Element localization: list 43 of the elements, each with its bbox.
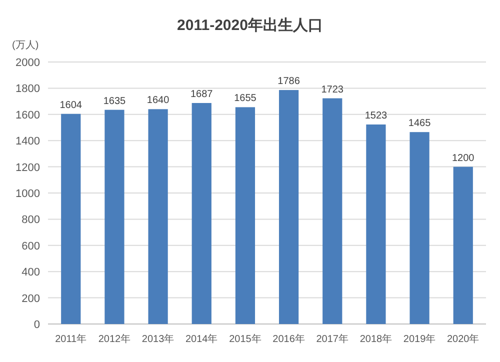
x-tick-label: 2015年 [229,333,262,345]
data-label: 1523 [364,110,388,122]
y-tick-label: 1200 [16,162,40,174]
y-axis-title: (万人) [12,40,39,51]
y-tick-label: 400 [22,266,40,279]
x-tick-label: 2013年 [142,333,174,345]
data-label: 1723 [321,84,344,96]
bar [61,114,81,324]
chart-title: 2011-2020年出生人口 [177,17,323,34]
y-tick-label: 1800 [16,83,40,96]
bar [235,107,256,324]
bar [366,124,386,324]
x-tick-label: 2012年 [98,333,131,345]
y-tick-label: 800 [22,214,40,226]
bar [148,109,168,324]
bar [104,110,124,324]
data-label: 1655 [234,93,257,104]
data-label: 1604 [60,100,82,111]
y-tick-label: 1000 [16,188,40,200]
data-label: 1200 [452,152,475,164]
data-label: 1687 [190,89,214,100]
x-tick-label: 2018年 [360,333,392,345]
data-label: 1640 [146,95,170,106]
x-tick-label: 2020年 [446,333,480,345]
bar [192,103,212,324]
y-tick-label: 1400 [16,136,40,148]
x-tick-label: 2016年 [272,333,305,345]
data-label: 1465 [408,118,432,130]
bar [453,166,473,324]
y-tick-label: 1600 [16,109,40,122]
data-label: 1786 [278,76,300,88]
x-tick-label: 2014年 [186,333,218,345]
y-tick-label: 0 [34,319,40,331]
y-tick-label: 2000 [16,57,40,69]
data-label: 1635 [103,96,126,107]
bar [278,90,299,324]
x-tick-label: 2019年 [403,333,436,345]
bar [410,132,430,324]
y-tick-label: 200 [22,292,40,305]
bar [322,98,342,324]
x-tick-label: 2017年 [316,333,348,345]
x-tick-label: 2011年 [55,333,87,345]
y-tick-label: 600 [22,240,40,252]
